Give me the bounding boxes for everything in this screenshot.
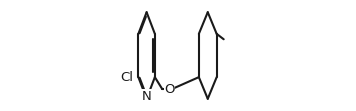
Text: Cl: Cl — [120, 71, 133, 84]
Text: N: N — [142, 90, 152, 103]
Text: O: O — [164, 83, 175, 96]
